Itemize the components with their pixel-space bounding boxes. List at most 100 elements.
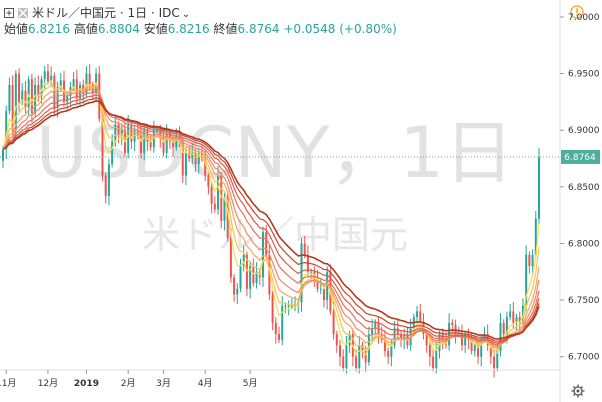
- candle-body: [197, 152, 200, 165]
- candle-body: [470, 339, 473, 352]
- symbol-name[interactable]: 米ドル／中国元: [32, 6, 117, 20]
- candle-body: [348, 334, 351, 346]
- candle-body: [361, 345, 364, 352]
- close-label: 終値: [213, 22, 238, 36]
- candle-body: [339, 345, 342, 357]
- candle-body: [538, 157, 540, 219]
- candle-body: [255, 271, 258, 284]
- candle-body: [416, 311, 419, 318]
- candle-body: [233, 277, 236, 295]
- candle-body: [509, 311, 512, 318]
- candle-body: [101, 118, 104, 176]
- candle-body: [30, 79, 33, 114]
- candle-body: [181, 141, 184, 176]
- candle-body: [213, 203, 216, 210]
- candle-body: [525, 254, 528, 306]
- candle-body: [2, 149, 4, 161]
- candle-body: [72, 79, 75, 88]
- candle-body: [438, 334, 441, 352]
- candle-body: [502, 322, 505, 335]
- symbol-header: 米ドル／中国元 · 1日 · IDC ⌄: [4, 4, 190, 21]
- y-tick-label: 6.8000: [568, 239, 600, 249]
- watermark-symbol: USDCNY，1日: [36, 112, 514, 194]
- candle-body: [310, 271, 313, 273]
- candle-body: [27, 79, 30, 108]
- candle-body: [464, 334, 467, 346]
- candle-body: [165, 133, 168, 153]
- candle-body: [104, 175, 107, 196]
- candle-body: [242, 254, 245, 267]
- ma-line: [2, 90, 540, 346]
- candle-body: [505, 317, 508, 335]
- candle-body: [53, 75, 56, 108]
- candle-body: [210, 186, 213, 204]
- chevron-down-icon[interactable]: ⌄: [181, 9, 191, 20]
- candle-body: [34, 84, 37, 114]
- high-value: 6.8804: [97, 22, 140, 36]
- candle-body: [24, 90, 27, 108]
- candle-body: [284, 305, 287, 307]
- candle-body: [393, 328, 396, 346]
- close-value: 6.8764: [237, 22, 280, 36]
- candle-body: [319, 288, 322, 290]
- change-percent: (+0.80%): [339, 22, 397, 36]
- low-label: 安値: [143, 22, 168, 36]
- ma-ribbon: [2, 79, 540, 356]
- candle-body: [364, 351, 367, 363]
- candle-body: [332, 311, 335, 335]
- candle-body: [528, 254, 531, 267]
- ma-line: [2, 99, 540, 340]
- x-tick-label: 12月: [38, 378, 58, 389]
- candle-body: [432, 356, 435, 369]
- candle-body: [140, 135, 143, 153]
- candle-body: [43, 71, 46, 80]
- high-label: 高値: [73, 22, 98, 36]
- candle-body: [220, 175, 223, 221]
- candle-body: [191, 152, 194, 159]
- candle-body: [499, 322, 502, 352]
- candle-body: [188, 152, 191, 159]
- candle-body: [473, 345, 476, 352]
- candle-body: [515, 317, 518, 323]
- candle-body: [245, 254, 248, 289]
- candle-body: [217, 175, 220, 210]
- candle-body: [249, 266, 252, 289]
- candle-body: [21, 90, 24, 102]
- settings-gear-icon[interactable]: [571, 384, 585, 398]
- candle-body: [342, 356, 345, 369]
- candle-body: [50, 75, 53, 82]
- candle-body: [419, 311, 422, 323]
- candle-body: [326, 271, 329, 301]
- candle-body: [358, 345, 361, 369]
- candle-body: [120, 130, 123, 136]
- candle-body: [428, 345, 431, 357]
- y-tick-label: 7.0000: [568, 13, 600, 23]
- candle-body: [14, 73, 17, 131]
- candle-body: [399, 334, 402, 340]
- x-tick-label: 5月: [243, 378, 258, 389]
- candle-body: [207, 175, 210, 187]
- candle-body: [271, 294, 274, 323]
- candle-body: [75, 79, 78, 99]
- interval-label[interactable]: 1日: [127, 6, 148, 20]
- low-value: 6.8216: [167, 22, 210, 36]
- candles-layer: [2, 63, 540, 378]
- x-tick-label: 4月: [198, 378, 213, 389]
- alert-icon[interactable]: [570, 5, 584, 19]
- candle-body: [46, 71, 49, 82]
- price-axis[interactable]: 7.0000 6.9500 6.9000 6.8500 6.8000 6.7500 6.70…: [560, 13, 600, 363]
- candle-body: [390, 345, 393, 357]
- candle-body: [239, 266, 242, 289]
- candle-body: [387, 351, 390, 357]
- open-label: 始値: [4, 22, 29, 36]
- candle-body: [223, 198, 226, 221]
- ohlc-row: 始値6.8216 高値6.8804 安値6.8216 終値6.8764 +0.0…: [4, 20, 397, 37]
- candle-body: [303, 243, 306, 255]
- x-tick-label: 2月: [121, 378, 136, 389]
- candle-body: [396, 328, 399, 335]
- collapse-icon[interactable]: [4, 8, 14, 18]
- time-axis[interactable]: 11月 12月 2019 2月 3月 4月 5月: [0, 370, 258, 389]
- symbol-flag-icon: [18, 8, 28, 18]
